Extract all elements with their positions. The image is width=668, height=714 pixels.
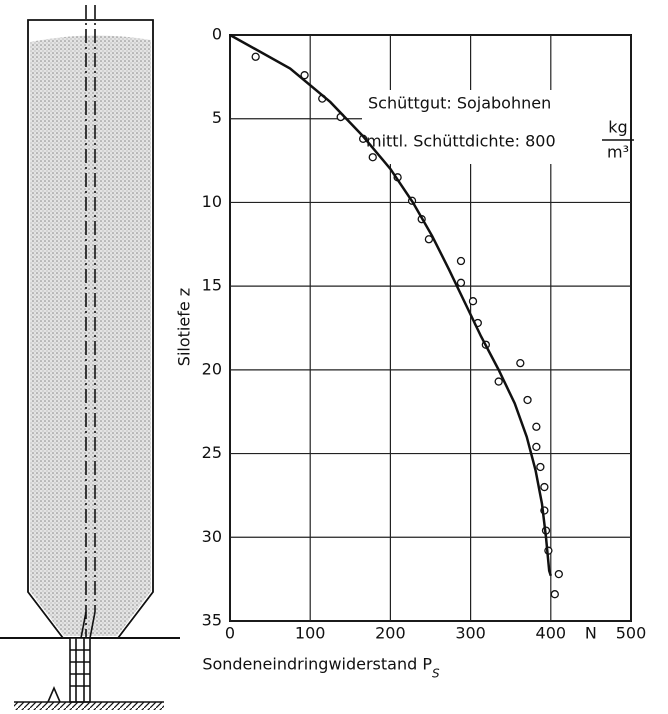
- data-point: [470, 298, 477, 305]
- y-tick-label: 0: [212, 25, 222, 44]
- x-axis-label-subscript: S: [432, 667, 440, 681]
- data-point: [537, 463, 544, 470]
- x-axis-label: Sondeneindringwiderstand P: [202, 655, 432, 674]
- data-point: [457, 258, 464, 265]
- y-tick-label: 15: [202, 276, 222, 295]
- data-point: [252, 53, 259, 60]
- annotation: mittl. Schüttdichte: 800: [366, 132, 556, 151]
- data-point: [533, 443, 540, 450]
- annotation: Schüttgut: Sojabohnen: [368, 94, 551, 113]
- x-tick-label: 400: [536, 624, 567, 643]
- y-tick-label: 25: [202, 443, 222, 462]
- data-point: [495, 378, 502, 385]
- data-point: [457, 279, 464, 286]
- y-tick-label: 30: [202, 527, 222, 546]
- data-point: [524, 396, 531, 403]
- data-point: [541, 484, 548, 491]
- data-point: [517, 360, 524, 367]
- x-tick-label: 200: [375, 624, 406, 643]
- annotation: m³: [607, 143, 629, 162]
- y-tick-label: 20: [202, 359, 222, 378]
- data-point: [369, 154, 376, 161]
- data-point: [533, 423, 540, 430]
- x-tick-label: 100: [295, 624, 326, 643]
- y-tick-label: 10: [202, 192, 222, 211]
- silo-drawing: [0, 5, 180, 710]
- y-tick-label: 35: [202, 611, 222, 630]
- y-tick-label: 5: [212, 108, 222, 127]
- data-point: [555, 571, 562, 578]
- x-tick-label: 0: [225, 624, 235, 643]
- x-unit: N: [585, 624, 597, 643]
- data-point: [551, 591, 558, 598]
- y-axis-label: Silotiefe z: [175, 288, 194, 366]
- x-tick-label: 300: [455, 624, 486, 643]
- x-tick-label: 500: [616, 624, 647, 643]
- figure: Silotiefe z Sondeneindringwiderstand P S…: [0, 0, 668, 714]
- annotation: kg: [608, 118, 627, 137]
